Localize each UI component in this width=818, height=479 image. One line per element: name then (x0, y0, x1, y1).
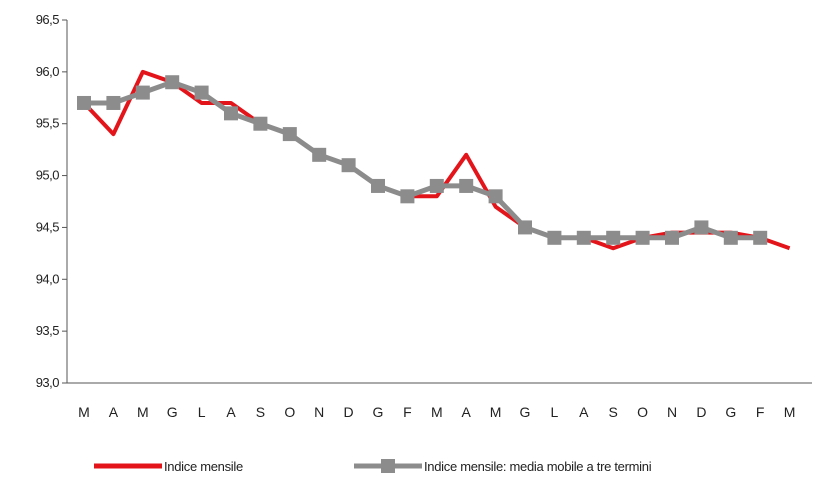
series-layer (77, 69, 791, 251)
x-tick-label: M (784, 404, 796, 420)
x-tick-label: M (490, 404, 502, 420)
chart-legend: Indice mensile Indice mensile: media mob… (0, 455, 818, 477)
y-tick-label: 96,0 (36, 64, 60, 79)
x-tick-label: N (314, 404, 324, 420)
x-tick-label: G (725, 404, 736, 420)
x-tick-label: S (256, 404, 265, 420)
y-tick-label: 93,0 (36, 375, 60, 390)
y-tick-label: 93,5 (36, 323, 60, 338)
chart-axes (66, 20, 812, 384)
series-2-marker (635, 230, 650, 245)
x-tick-label: N (667, 404, 677, 420)
series-2-marker (429, 178, 444, 193)
legend-label-series-2: Indice mensile: media mobile a tre termi… (424, 458, 652, 474)
series-line-1 (82, 69, 791, 251)
line-chart: 93,0 93,5 94,0 94,5 95,0 95,5 96,0 96,5 M A M G L A S… (36, 12, 812, 420)
series-2-marker (488, 189, 503, 204)
series-2-marker (518, 220, 532, 235)
y-tick-label: 94,0 (36, 271, 60, 286)
y-tick-label: 94,5 (36, 219, 60, 234)
legend-swatch-gray-line-square (354, 459, 422, 473)
x-tick-label: F (756, 404, 765, 420)
x-tick-label: G (373, 404, 384, 420)
series-2-marker (194, 85, 209, 100)
x-tick-label: S (609, 404, 618, 420)
x-tick-label: M (137, 404, 149, 420)
series-2-marker (165, 75, 180, 90)
x-tick-label: G (167, 404, 178, 420)
x-tick-label: G (520, 404, 531, 420)
x-tick-label: L (198, 404, 206, 420)
y-tick-label: 95,5 (36, 116, 60, 131)
series-2-marker (253, 116, 268, 131)
y-axis-ticks: 93,0 93,5 94,0 94,5 95,0 95,5 96,0 96,5 (36, 12, 67, 390)
series-2-marker (400, 189, 415, 204)
series-2-marker (753, 230, 768, 245)
series-2-marker (106, 95, 121, 110)
series-2-marker (576, 230, 591, 245)
series-2-marker (77, 95, 91, 110)
x-tick-label: O (637, 404, 648, 420)
series-line-2 (84, 79, 761, 241)
series-2-marker (694, 220, 709, 235)
y-tick-label: 96,5 (36, 12, 60, 27)
x-tick-label: M (78, 404, 90, 420)
legend-item-series-2: Indice mensile: media mobile a tre termi… (352, 455, 652, 477)
series-2-marker (547, 230, 562, 245)
series-2-marker (723, 230, 738, 245)
legend-item-series-1: Indice mensile (92, 455, 243, 477)
series-2-marker (459, 178, 474, 193)
series-2-marker (371, 178, 385, 193)
legend-label-series-1: Indice mensile (164, 458, 243, 474)
series-2-marker (224, 106, 238, 121)
x-tick-label: A (462, 404, 472, 420)
x-tick-label: M (431, 404, 443, 420)
x-tick-label: D (344, 404, 354, 420)
x-tick-label: L (551, 404, 559, 420)
legend-swatch-red-line (94, 463, 162, 469)
series-2-marker (135, 85, 150, 100)
series-2-marker (665, 230, 679, 245)
x-tick-label: F (403, 404, 412, 420)
series-2-marker (312, 147, 327, 162)
x-tick-label: A (226, 404, 236, 420)
series-2-marker (282, 127, 297, 142)
x-tick-label: O (284, 404, 295, 420)
x-tick-label: D (696, 404, 706, 420)
x-tick-label: A (109, 404, 119, 420)
y-tick-label: 95,0 (36, 168, 60, 183)
x-tick-label: A (579, 404, 589, 420)
series-2-marker (606, 230, 621, 245)
series-2-marker (341, 158, 356, 173)
